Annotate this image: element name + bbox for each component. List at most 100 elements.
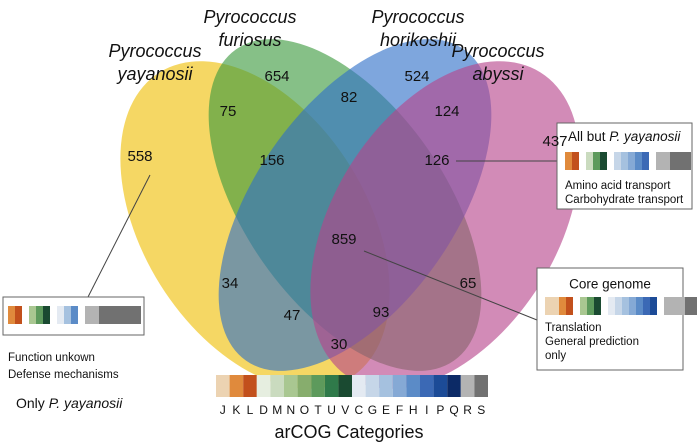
legend-swatch <box>243 375 257 397</box>
region-count: 75 <box>220 103 237 120</box>
strip-cell <box>635 152 642 170</box>
region-count: 654 <box>264 68 289 85</box>
strip-cell <box>587 297 594 315</box>
region-count: 558 <box>127 148 152 165</box>
legend-swatch <box>447 375 461 397</box>
strip-cell <box>99 306 106 324</box>
strip-cell <box>559 297 566 315</box>
legend-swatch <box>229 375 244 397</box>
legend-letter: U <box>327 403 336 417</box>
strip-cell <box>71 306 78 324</box>
legend-swatch <box>460 375 475 397</box>
strip-cell <box>29 306 36 324</box>
legend-swatch <box>352 375 366 397</box>
legend-letter: K <box>232 403 240 417</box>
strip-cell <box>92 306 99 324</box>
region-count: 30 <box>331 336 348 353</box>
callout-line <box>363 250 538 321</box>
legend-swatch <box>338 375 352 397</box>
callout-strips <box>8 152 697 324</box>
region-count: 47 <box>284 307 301 324</box>
strip-cell <box>566 297 573 315</box>
strip-cell <box>636 297 643 315</box>
set-label: Pyrococcus <box>371 7 464 27</box>
callout-text: Defense mechanisms <box>8 369 119 381</box>
strip-cell <box>106 306 113 324</box>
legend-letter: N <box>286 403 295 417</box>
callout-text: Function unkown <box>8 352 95 364</box>
set-label: furiosus <box>218 30 281 50</box>
strip-cell <box>663 152 670 170</box>
strip-cell <box>615 297 622 315</box>
strip-cell <box>593 152 600 170</box>
callout-title: Core genome <box>569 277 651 292</box>
legend-swatch <box>365 375 380 397</box>
strip-cell <box>594 297 601 315</box>
callout-text: Translation <box>545 322 601 334</box>
region-count: 437 <box>542 133 567 150</box>
strip-cell <box>650 297 657 315</box>
legend-letter: E <box>382 403 390 417</box>
strip-cell <box>677 152 684 170</box>
set-label: Pyrococcus <box>203 7 296 27</box>
set-label: Pyrococcus <box>108 41 201 61</box>
strip-cell <box>113 306 120 324</box>
legend-swatch <box>256 375 271 397</box>
callout-text: Carbohydrate transport <box>565 194 684 206</box>
strip-cell <box>621 152 628 170</box>
region-count: 524 <box>404 68 429 85</box>
strip-cell <box>57 306 64 324</box>
set-ellipse <box>310 61 580 389</box>
legend-title: arCOG Categories <box>274 422 423 442</box>
legend-swatch <box>324 375 339 397</box>
legend-letter: C <box>354 403 363 417</box>
strip-cell <box>614 152 621 170</box>
legend-swatch <box>216 375 230 397</box>
legend-letter: P <box>436 403 444 417</box>
legend-swatch <box>311 375 325 397</box>
callout-title: All but P. yayanosii <box>568 129 681 144</box>
callout-text: Amino acid transport <box>565 180 671 192</box>
strip-cell <box>678 297 685 315</box>
strip-cell <box>642 152 649 170</box>
strip-cell <box>664 297 671 315</box>
strip-cell <box>120 306 127 324</box>
legend-letter: F <box>396 403 403 417</box>
strip-cell <box>685 297 692 315</box>
legend-swatch <box>379 375 393 397</box>
set-label: yayanosii <box>115 64 193 84</box>
callout-line <box>87 174 151 298</box>
region-count: 34 <box>222 275 239 292</box>
strip-cell <box>8 306 15 324</box>
legend-letter: D <box>259 403 268 417</box>
strip-cell <box>671 297 678 315</box>
strip-cell <box>622 297 629 315</box>
legend-swatch <box>284 375 298 397</box>
strip-cell <box>552 297 559 315</box>
region-count: 124 <box>434 103 459 120</box>
legend-letter: S <box>477 403 485 417</box>
strip-cell <box>134 306 141 324</box>
legend-swatch <box>420 375 434 397</box>
set-label: horikoshii <box>380 30 457 50</box>
region-count: 93 <box>373 304 390 321</box>
legend-letter: T <box>314 403 322 417</box>
legend-swatch <box>433 375 448 397</box>
legend-letter: R <box>463 403 472 417</box>
strip-cell <box>670 152 677 170</box>
region-count: 859 <box>331 231 356 248</box>
legend-letter: G <box>368 403 377 417</box>
strip-cell <box>580 297 587 315</box>
strip-cell <box>127 306 134 324</box>
strip-cell <box>36 306 43 324</box>
strip-cell <box>586 152 593 170</box>
callout-text: General prediction <box>545 336 639 348</box>
set-label: abyssi <box>472 64 524 84</box>
region-count: 126 <box>424 152 449 169</box>
legend-letter: L <box>247 403 254 417</box>
strip-cell <box>643 297 650 315</box>
callout-footer: Only P. yayanosii <box>16 395 123 411</box>
legend-swatch <box>392 375 407 397</box>
